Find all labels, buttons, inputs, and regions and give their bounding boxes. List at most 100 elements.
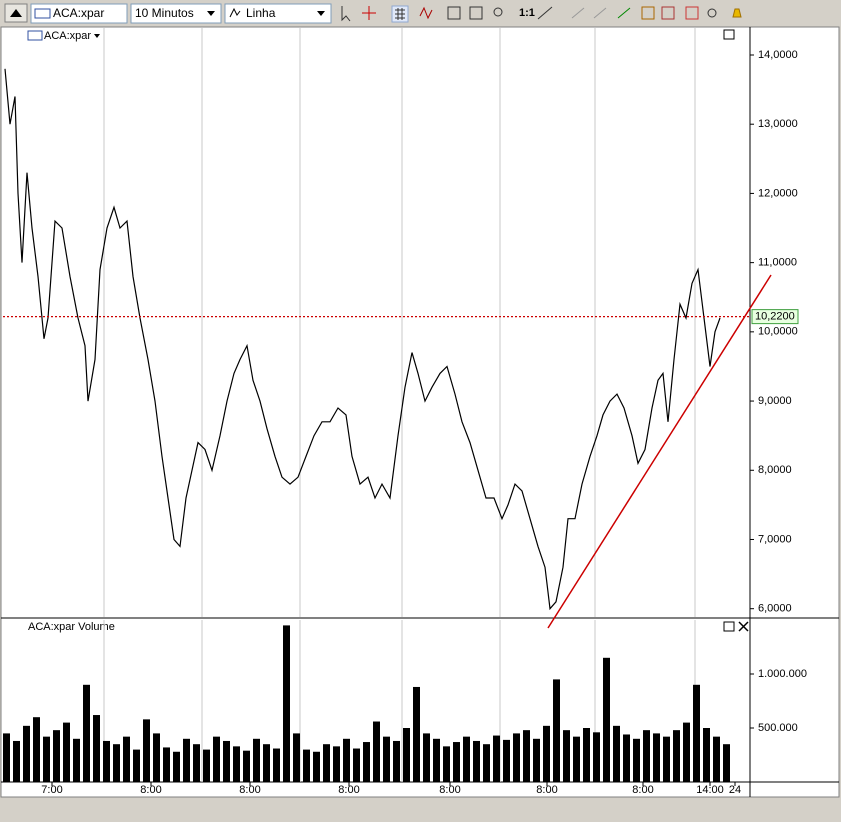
line-icon [229, 7, 241, 18]
cfd-icon [34, 8, 51, 19]
tool-icons[interactable] [341, 5, 742, 23]
volume-bar [673, 730, 680, 782]
volume-bar [633, 738, 640, 782]
x-tick-label: 8:00 [140, 784, 161, 796]
x-tick-label: 7:00 [41, 784, 62, 796]
volume-bar [613, 725, 620, 782]
x-tick-label: 8:00 [239, 784, 260, 796]
collapse-icon [10, 9, 22, 17]
volume-bar [623, 734, 630, 782]
zoom-box-tool[interactable] [469, 6, 483, 20]
one-to-one-tool[interactable]: 1:1 [519, 7, 535, 19]
volume-bar [163, 747, 170, 782]
volume-bar [663, 736, 670, 782]
volume-bar [603, 657, 610, 782]
y-tick-label: 1.000.000 [758, 668, 807, 680]
volume-bar [583, 728, 590, 782]
y-tick-label: 500.000 [758, 722, 798, 734]
volume-bar [653, 733, 660, 782]
link-tool[interactable] [707, 8, 717, 18]
volume-bar [363, 742, 370, 782]
interval-select[interactable] [130, 3, 222, 24]
volume-bar [513, 733, 520, 782]
volume-bar [293, 733, 300, 782]
y-tick-label: 7,0000 [758, 533, 792, 545]
volume-bar [33, 717, 40, 782]
volume-bar [303, 749, 310, 782]
volume-bar [313, 751, 320, 782]
volume-bar [703, 728, 710, 782]
volume-bar [243, 750, 250, 782]
y-tick-label: 11,0000 [758, 257, 797, 269]
volume-bar [343, 738, 350, 782]
volume-bar [713, 736, 720, 782]
pattern-tool[interactable] [641, 6, 655, 20]
symbol-field[interactable] [30, 3, 128, 24]
volume-pane-title: ACA:xpar Volume [28, 621, 115, 633]
volume-bar [453, 742, 460, 782]
close-button[interactable] [738, 621, 749, 632]
fib-tool[interactable] [593, 7, 607, 19]
volume-bar [113, 744, 120, 782]
dropdown-arrow [207, 11, 215, 16]
style-select[interactable] [224, 3, 332, 24]
x-tick-label: 8:00 [439, 784, 460, 796]
pointer-tool[interactable] [341, 6, 351, 22]
volume-bar [13, 740, 20, 782]
plot-layer: 6,0000 7,0000 8,0000 9,0000 10,0000 11,0000 12… [3, 28, 807, 796]
alert-tool[interactable] [732, 8, 742, 18]
y-tick-label: 9,0000 [758, 395, 792, 407]
y-tick-label: 12,0000 [758, 187, 798, 199]
volume-bar [83, 684, 90, 782]
dropdown-arrow [94, 34, 100, 38]
crosshair-tool[interactable] [362, 6, 376, 20]
volume-bar [693, 684, 700, 782]
volume-bar [143, 719, 150, 782]
x-tick-label: 8:00 [536, 784, 557, 796]
y-tick-label: 6,0000 [758, 603, 792, 615]
indicator-tool[interactable] [419, 6, 433, 20]
volume-bar [683, 722, 690, 782]
volume-bar [213, 736, 220, 782]
volume-bar [103, 740, 110, 782]
price-pane-title: ACA:xpar [44, 30, 91, 42]
y-tick-label: 13,0000 [758, 118, 798, 130]
channel-tool[interactable] [571, 7, 585, 19]
save-tool[interactable] [661, 6, 675, 20]
volume-bar [353, 748, 360, 782]
volume-bar [493, 735, 500, 782]
volume-bar [463, 736, 470, 782]
x-tick-label: 24 [729, 784, 741, 796]
volume-bar [543, 725, 550, 782]
volume-bar [573, 736, 580, 782]
maximize-button[interactable] [723, 29, 735, 40]
grid-icon [395, 8, 405, 20]
x-tick-label: 14:00 [696, 784, 724, 796]
trendline-tool[interactable] [537, 6, 553, 20]
delete-tool[interactable] [685, 6, 699, 20]
volume-bar [333, 746, 340, 782]
style-text: Linha [246, 6, 276, 20]
x-tick-label: 8:00 [632, 784, 653, 796]
arrow-tool[interactable] [617, 7, 631, 19]
last-price-label: 10,2200 [755, 311, 795, 323]
y-tick-label: 8,0000 [758, 464, 792, 476]
info-tool[interactable] [447, 6, 461, 20]
symbol-text: ACA:xpar [53, 6, 104, 20]
volume-bar [643, 730, 650, 782]
dropdown-arrow [317, 11, 325, 16]
maximize-button[interactable] [723, 621, 735, 632]
volume-bar [553, 679, 560, 782]
chart-area [0, 26, 840, 798]
volume-bar [323, 744, 330, 782]
volume-bar [203, 749, 210, 782]
volume-bar [473, 740, 480, 782]
volume-bar [263, 744, 270, 782]
volume-bar [123, 736, 130, 782]
cfd-icon [27, 30, 43, 41]
volume-bar [223, 740, 230, 782]
volume-bar [173, 751, 180, 782]
zoom-tool[interactable] [493, 7, 503, 17]
